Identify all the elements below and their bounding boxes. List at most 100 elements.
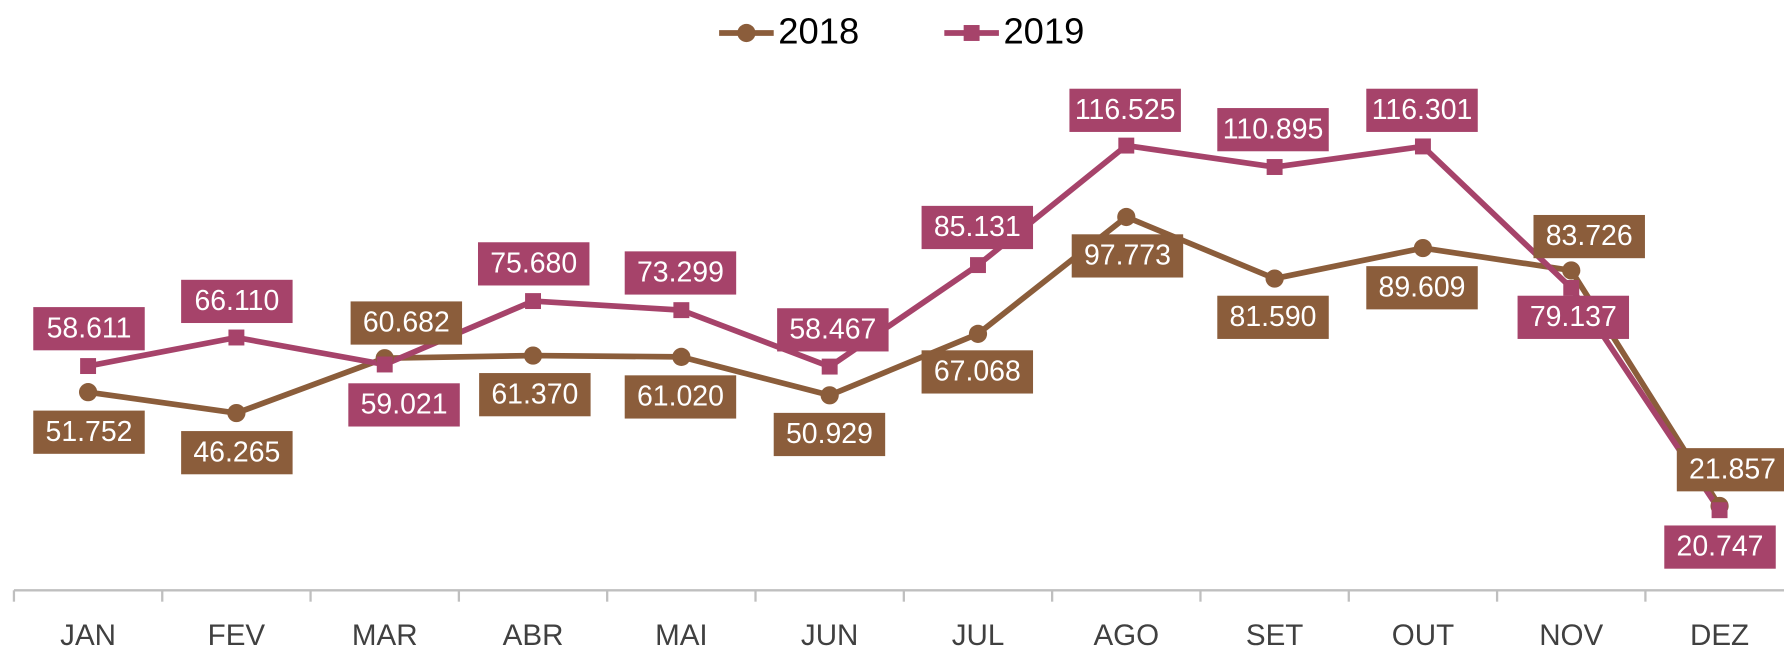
data-label: 89.609	[1366, 266, 1478, 310]
marker	[820, 386, 839, 405]
x-tick-label: MAR	[352, 619, 418, 652]
data-label-text: 79.137	[1530, 301, 1617, 333]
data-label-box	[1664, 525, 1776, 569]
data-label-text: 89.609	[1379, 271, 1466, 303]
x-tick-label: JUN	[801, 619, 858, 652]
marker	[80, 358, 97, 375]
data-label-text: 59.021	[361, 389, 448, 421]
data-label: 75.680	[477, 242, 590, 286]
data-label-text: 73.299	[637, 257, 724, 289]
data-label-box	[1366, 88, 1478, 132]
data-label: 61.370	[479, 373, 591, 417]
data-label-text: 61.370	[491, 378, 578, 410]
data-label-box	[1676, 448, 1784, 492]
data-label: 97.773	[1071, 234, 1184, 278]
data-label-text: 20.747	[1677, 531, 1764, 563]
data-label-text: 67.068	[934, 356, 1021, 388]
data-label: 46.265	[181, 431, 293, 475]
marker	[523, 346, 543, 365]
data-label: 85.131	[921, 205, 1034, 250]
data-label-text: 61.020	[637, 381, 724, 413]
marker	[968, 324, 988, 343]
marker	[970, 257, 986, 274]
data-label: 51.752	[33, 410, 145, 454]
x-tick-label: NOV	[1539, 619, 1603, 652]
data-label-text: 50.929	[786, 418, 873, 450]
data-label-box	[477, 242, 590, 286]
marker	[376, 356, 393, 373]
data-label-box	[1517, 295, 1630, 339]
data-label-box	[33, 410, 145, 454]
data-label: 58.611	[33, 307, 145, 351]
data-label-text: 81.590	[1230, 301, 1317, 333]
marker	[78, 383, 98, 402]
data-label: 61.020	[624, 375, 737, 419]
data-label-box	[624, 251, 737, 295]
x-tick-label: JUL	[952, 619, 1005, 652]
data-label-box	[1217, 108, 1329, 152]
data-label: 73.299	[624, 251, 737, 295]
data-label: 116.525	[1069, 88, 1181, 132]
data-label-box	[1217, 295, 1329, 339]
data-label-text: 60.682	[363, 307, 450, 339]
marker	[1266, 159, 1283, 175]
marker	[1414, 138, 1431, 155]
data-label-text: 83.726	[1546, 220, 1633, 252]
marker	[672, 347, 691, 366]
x-tick-label: FEV	[208, 619, 266, 652]
data-label-text: 21.857	[1689, 453, 1776, 485]
data-label: 20.747	[1664, 525, 1776, 569]
marker	[1413, 238, 1433, 258]
data-label: 21.857	[1676, 448, 1784, 492]
data-label: 59.021	[348, 383, 460, 427]
data-label-box	[1366, 266, 1478, 310]
data-label-box	[921, 205, 1034, 250]
data-label-box	[479, 373, 591, 417]
data-label-text: 110.895	[1223, 113, 1324, 145]
data-label-text: 75.680	[490, 248, 577, 280]
legend-marker	[963, 25, 980, 41]
marker	[1117, 207, 1136, 227]
marker	[1118, 137, 1135, 154]
data-label-box	[181, 431, 293, 475]
series-line	[87, 214, 1722, 508]
marker	[1562, 261, 1581, 280]
data-label-box	[921, 350, 1034, 394]
data-label-text: 58.467	[789, 313, 876, 345]
data-label-box	[1533, 214, 1645, 259]
data-label-box	[350, 301, 463, 345]
x-tick-label: JAN	[60, 619, 116, 652]
data-label-box	[624, 375, 737, 419]
data-label-box	[1069, 88, 1181, 132]
marker	[1711, 502, 1728, 519]
data-label-text: 51.752	[46, 416, 133, 448]
legend-marker	[737, 23, 756, 43]
data-label-box	[777, 308, 889, 352]
data-label: 67.068	[921, 350, 1034, 394]
data-label: 81.590	[1217, 295, 1329, 339]
data-label-box	[181, 279, 293, 324]
marker	[1563, 279, 1580, 296]
data-label: 66.110	[181, 279, 293, 324]
marker	[1265, 269, 1284, 288]
data-label-box	[773, 412, 886, 457]
data-label: 50.929	[773, 412, 886, 457]
marker	[525, 293, 542, 310]
marker	[227, 403, 246, 423]
marker	[673, 302, 690, 319]
data-label-text: 58.611	[47, 312, 132, 344]
marker	[821, 358, 838, 375]
data-label: 79.137	[1517, 295, 1630, 339]
x-tick-label: OUT	[1392, 619, 1454, 652]
legend-label: 2018	[778, 11, 859, 52]
data-label-text: 97.773	[1084, 240, 1171, 272]
marker	[228, 329, 245, 346]
series-line	[87, 142, 1722, 512]
data-label-text: 116.525	[1075, 94, 1176, 126]
data-label: 83.726	[1533, 214, 1645, 259]
legend-label: 2019	[1003, 11, 1084, 52]
data-label-text: 46.265	[193, 436, 280, 468]
x-tick-label: DEZ	[1690, 619, 1749, 652]
data-label: 116.301	[1366, 88, 1478, 132]
